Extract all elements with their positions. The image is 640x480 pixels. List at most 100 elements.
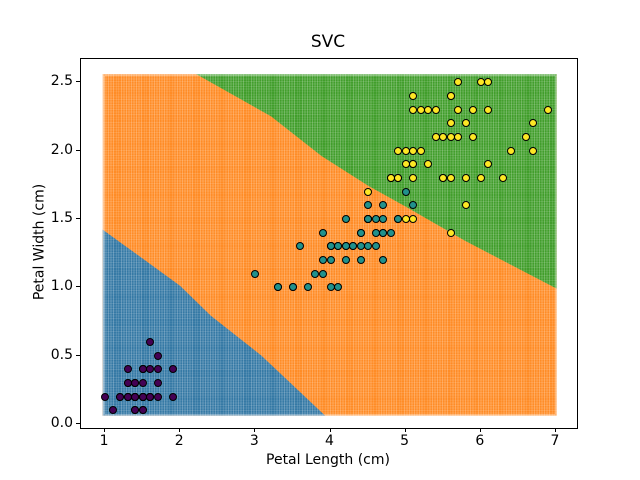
scatter-point-class-1 [341,242,350,251]
scatter-point-class-2 [446,119,455,128]
region-upper-right [196,74,557,289]
x-tick [404,428,406,432]
scatter-point-class-2 [439,173,448,182]
y-tick [76,81,80,83]
x-axis-label: Petal Length (cm) [266,452,390,468]
scatter-point-class-1 [356,228,365,237]
x-tick-label: 3 [249,433,259,449]
scatter-point-class-2 [476,78,485,87]
y-tick-label: 2.0 [50,141,73,158]
scatter-point-class-2 [484,78,493,87]
scatter-point-class-2 [409,214,418,223]
scatter-point-class-2 [401,214,410,223]
x-tick [179,428,181,432]
scatter-point-class-2 [529,146,538,155]
scatter-point-class-1 [356,242,365,251]
scatter-point-class-2 [409,146,418,155]
scatter-point-class-1 [349,242,358,251]
y-tick-label: 0.5 [50,346,73,363]
scatter-point-class-1 [326,255,335,264]
scatter-point-class-2 [454,105,463,114]
scatter-point-class-1 [326,283,335,292]
scatter-point-class-2 [416,146,425,155]
scatter-point-class-2 [394,173,403,182]
x-tick-label: 1 [99,433,109,449]
scatter-point-class-0 [146,365,155,374]
x-tick [254,428,256,432]
scatter-point-class-0 [168,392,177,401]
scatter-point-class-1 [409,201,418,210]
scatter-point-class-2 [401,160,410,169]
scatter-point-class-2 [454,132,463,141]
scatter-point-class-0 [131,406,140,415]
scatter-point-class-2 [544,105,553,114]
scatter-point-class-0 [153,378,162,387]
scatter-point-class-1 [326,242,335,251]
scatter-point-class-2 [469,105,478,114]
scatter-point-class-2 [386,173,395,182]
y-tick-label: 0.0 [50,414,73,431]
scatter-point-class-0 [131,392,140,401]
scatter-point-class-2 [446,173,455,182]
y-tick-label: 1.0 [50,278,73,295]
scatter-point-class-0 [153,351,162,360]
scatter-point-class-1 [386,228,395,237]
scatter-point-class-0 [131,378,140,387]
y-tick-label: 1.5 [50,209,73,226]
scatter-point-class-1 [379,214,388,223]
scatter-point-class-1 [394,214,403,223]
x-tick-label: 4 [325,433,334,449]
scatter-point-class-2 [394,146,403,155]
scatter-point-class-2 [484,160,493,169]
scatter-point-class-2 [409,173,418,182]
scatter-point-class-0 [138,365,147,374]
scatter-point-class-0 [138,392,147,401]
y-tick [76,422,80,424]
scatter-point-class-1 [371,242,380,251]
scatter-point-class-2 [461,173,470,182]
scatter-point-class-2 [446,132,455,141]
scatter-point-class-0 [138,378,147,387]
scatter-point-class-1 [273,283,282,292]
scatter-point-class-0 [123,365,132,374]
scatter-point-class-2 [424,105,433,114]
scatter-point-class-1 [318,228,327,237]
scatter-point-class-1 [371,228,380,237]
scatter-point-class-0 [153,365,162,374]
plot-area [80,58,578,429]
scatter-point-class-1 [379,201,388,210]
scatter-point-class-1 [379,255,388,264]
scatter-point-class-2 [469,132,478,141]
y-tick [76,286,80,288]
scatter-point-class-0 [153,392,162,401]
scatter-point-class-1 [303,283,312,292]
chart-title: SVC [310,32,346,52]
scatter-point-class-1 [341,255,350,264]
scatter-point-class-0 [138,406,147,415]
scatter-point-class-1 [334,242,343,251]
y-tick-label: 2.5 [50,73,73,90]
x-tick-label: 5 [400,433,410,449]
scatter-point-class-1 [401,187,410,196]
x-tick [479,428,481,432]
scatter-point-class-1 [318,255,327,264]
y-tick [76,149,80,151]
scatter-point-class-2 [476,173,485,182]
scatter-point-class-2 [364,187,373,196]
scatter-point-class-2 [416,105,425,114]
scatter-point-class-1 [251,269,260,278]
scatter-point-class-0 [146,392,155,401]
scatter-point-class-1 [296,242,305,251]
x-tick-label: 7 [550,433,560,449]
y-axis-label: Petal Width (cm) [31,183,48,301]
scatter-point-class-2 [446,228,455,237]
scatter-point-class-0 [108,406,117,415]
scatter-point-class-1 [318,269,327,278]
scatter-point-class-2 [461,201,470,210]
x-tick-label: 6 [475,433,485,449]
scatter-point-class-1 [379,228,388,237]
y-tick [76,354,80,356]
scatter-point-class-2 [461,119,470,128]
scatter-point-class-2 [409,160,418,169]
